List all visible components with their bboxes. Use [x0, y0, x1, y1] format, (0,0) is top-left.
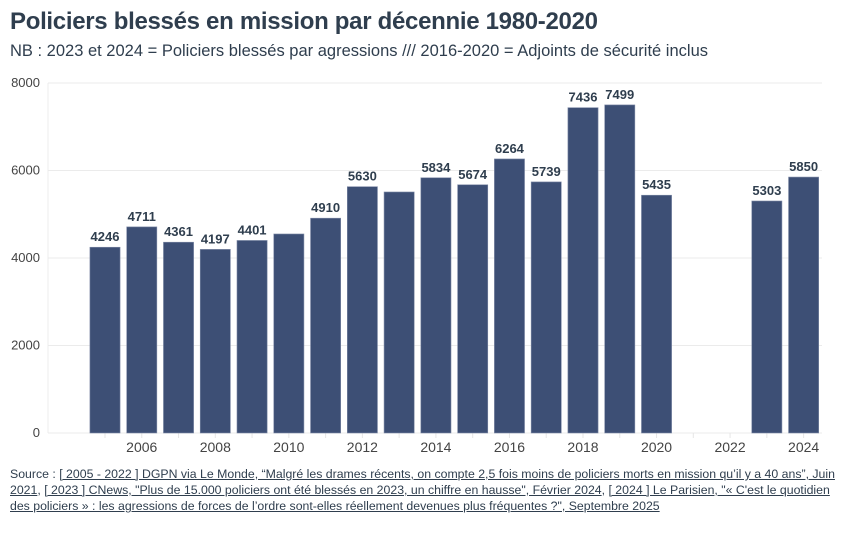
source-note: Source : [ 2005 - 2022 ] DGPN via Le Mon…: [10, 466, 840, 514]
data-label-2019: 7499: [605, 87, 634, 102]
bar-2009: [236, 240, 268, 434]
x-tick-label: 2022: [714, 439, 745, 455]
data-label-2006: 4711: [128, 209, 156, 224]
y-tick-label: 4000: [11, 250, 40, 265]
bar-2013: [383, 191, 415, 434]
x-axis: 2006 2008 2010 2012 2014 2016 2018 2020 2022 2024: [104, 433, 819, 455]
bar-2024: [788, 176, 819, 434]
y-axis: 0 2000 4000 6000 8000: [11, 75, 40, 440]
data-label-2024: 5850: [789, 159, 818, 174]
x-tick-label: 2012: [347, 439, 378, 455]
bar-2017: [530, 181, 562, 434]
bar-2006: [126, 226, 158, 434]
bar-2015: [457, 184, 489, 434]
bar-2008: [199, 249, 231, 434]
bar-2014: [420, 177, 452, 434]
data-label-2007: 4361: [164, 224, 193, 239]
bar-2010: [273, 233, 305, 434]
data-label-2015: 5674: [458, 167, 488, 182]
bar-2007: [163, 241, 194, 434]
bar-2012: [347, 186, 378, 434]
data-labels: 4246 4711 4361 4197 4401 4910 5630 5834 5674 6264…: [91, 87, 819, 246]
data-label-2005: 4246: [91, 229, 120, 244]
data-label-2008: 4197: [201, 231, 230, 246]
bar-2020: [641, 194, 672, 434]
x-tick-label: 2016: [494, 439, 525, 455]
data-label-2017: 5739: [532, 164, 561, 179]
bar-2023: [751, 200, 783, 434]
data-label-2014: 5834: [421, 160, 451, 175]
data-label-2009: 4401: [238, 222, 267, 237]
x-tick-label: 2008: [200, 439, 231, 455]
source-link-leparisien[interactable]: [ 2024 ] Le Parisien, "« C'est le quotid…: [10, 483, 830, 513]
x-tick-label: 2010: [273, 439, 304, 455]
source-separator: ,: [601, 483, 609, 497]
bars: [89, 104, 819, 434]
data-label-2023: 5303: [752, 183, 781, 198]
data-label-2012: 5630: [348, 169, 377, 184]
source-link-lemonde[interactable]: [ 2005 - 2022 ] DGPN via Le Monde, “Malg…: [10, 467, 835, 497]
x-tick-label: 2018: [567, 439, 598, 455]
source-separator: ,: [37, 483, 45, 497]
data-label-2016: 6264: [495, 141, 525, 156]
data-label-2011: 4910: [311, 200, 340, 215]
source-prefix: Source :: [10, 467, 60, 481]
y-tick-label: 6000: [11, 163, 40, 178]
bar-2018: [567, 107, 599, 434]
bar-2019: [604, 104, 636, 434]
data-label-2020: 5435: [642, 177, 671, 192]
x-tick-label: 2020: [641, 439, 672, 455]
source-link-cnews[interactable]: [ 2023 ] CNews, "Plus de 15.000 policier…: [44, 483, 602, 497]
data-label-2018: 7436: [569, 90, 598, 105]
x-tick-label: 2006: [126, 439, 157, 455]
x-tick-label: 2024: [788, 439, 819, 455]
y-tick-label: 2000: [11, 338, 40, 353]
chart-subtitle: NB : 2023 et 2024 = Policiers blessés pa…: [10, 42, 708, 60]
chart-title: Policiers blessés en mission par décenni…: [10, 8, 598, 35]
bar-2016: [494, 158, 525, 434]
x-tick-label: 2014: [420, 439, 451, 455]
bar-2005: [89, 246, 121, 434]
y-tick-label: 0: [33, 425, 40, 440]
y-tick-label: 8000: [11, 75, 40, 90]
bar-2011: [310, 217, 341, 434]
